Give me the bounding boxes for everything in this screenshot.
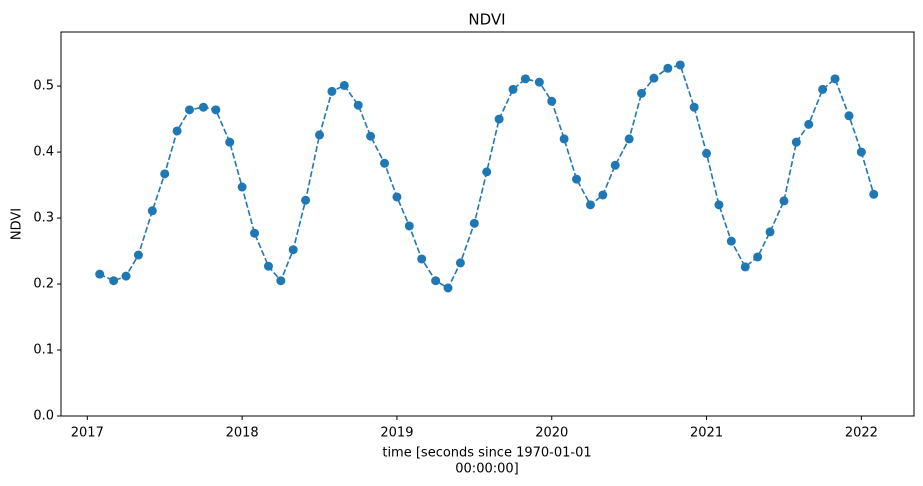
- data-point: [779, 196, 789, 206]
- data-point: [740, 262, 750, 272]
- data-point: [327, 86, 337, 96]
- data-point: [637, 88, 647, 98]
- x-axis-label: time [seconds since 1970-01-01: [382, 446, 591, 461]
- data-point: [315, 130, 325, 140]
- data-point: [844, 111, 854, 121]
- data-point: [791, 137, 801, 147]
- data-point: [109, 276, 119, 286]
- data-point: [818, 84, 828, 94]
- data-point: [610, 160, 620, 170]
- data-point: [520, 74, 530, 84]
- data-point: [121, 271, 131, 281]
- data-point: [211, 105, 221, 115]
- data-point: [585, 200, 595, 210]
- chart-title: NDVI: [468, 11, 505, 29]
- data-point: [237, 182, 247, 192]
- y-tick-label: 0.1: [33, 343, 54, 358]
- x-tick-label: 2021: [690, 426, 723, 441]
- data-point: [301, 195, 311, 205]
- data-point: [572, 174, 582, 184]
- data-point: [276, 276, 286, 286]
- data-point: [856, 147, 866, 157]
- data-point: [263, 261, 273, 271]
- data-point: [469, 218, 479, 228]
- data-point: [598, 190, 608, 200]
- data-point: [559, 134, 569, 144]
- data-point: [353, 100, 363, 110]
- data-point: [366, 131, 376, 141]
- data-point: [455, 258, 465, 268]
- data-point: [339, 80, 349, 90]
- data-point: [160, 169, 170, 179]
- y-axis-label: NDVI: [10, 208, 25, 240]
- data-point: [95, 269, 105, 279]
- x-tick-label: 2022: [845, 426, 878, 441]
- plot-frame: [60, 31, 915, 417]
- y-tick-label: 0.0: [33, 409, 54, 424]
- data-point: [404, 221, 414, 231]
- data-point: [869, 189, 879, 199]
- y-tick-label: 0.4: [33, 145, 54, 160]
- data-point: [380, 158, 390, 168]
- y-tick-label: 0.3: [33, 211, 54, 226]
- data-point: [753, 252, 763, 262]
- data-point: [288, 245, 298, 255]
- data-point: [508, 84, 518, 94]
- x-axis-label: 00:00:00]: [455, 462, 518, 477]
- data-point: [689, 102, 699, 112]
- data-point: [431, 276, 441, 286]
- x-tick-label: 2020: [535, 426, 568, 441]
- y-tick-label: 0.2: [33, 277, 54, 292]
- data-point: [649, 73, 659, 83]
- data-point: [702, 148, 712, 158]
- data-point: [482, 167, 492, 177]
- x-tick-label: 2019: [380, 426, 413, 441]
- data-point: [534, 77, 544, 87]
- data-point: [726, 236, 736, 246]
- x-tick-label: 2017: [71, 426, 104, 441]
- data-point: [765, 227, 775, 237]
- data-point: [547, 96, 557, 106]
- data-point: [830, 74, 840, 84]
- data-point: [494, 114, 504, 124]
- data-point: [443, 283, 453, 293]
- data-point: [225, 137, 235, 147]
- data-point: [714, 200, 724, 210]
- data-point: [675, 60, 685, 70]
- x-tick-label: 2018: [226, 426, 259, 441]
- data-point: [624, 134, 634, 144]
- data-point: [133, 250, 143, 260]
- data-point: [184, 105, 194, 115]
- data-point: [250, 228, 260, 238]
- data-point: [172, 126, 182, 136]
- y-tick-label: 0.5: [33, 79, 54, 94]
- data-point: [198, 102, 208, 112]
- data-point: [804, 119, 814, 129]
- data-point: [392, 192, 402, 202]
- data-point: [417, 254, 427, 264]
- data-point: [147, 206, 157, 216]
- data-point: [663, 63, 673, 73]
